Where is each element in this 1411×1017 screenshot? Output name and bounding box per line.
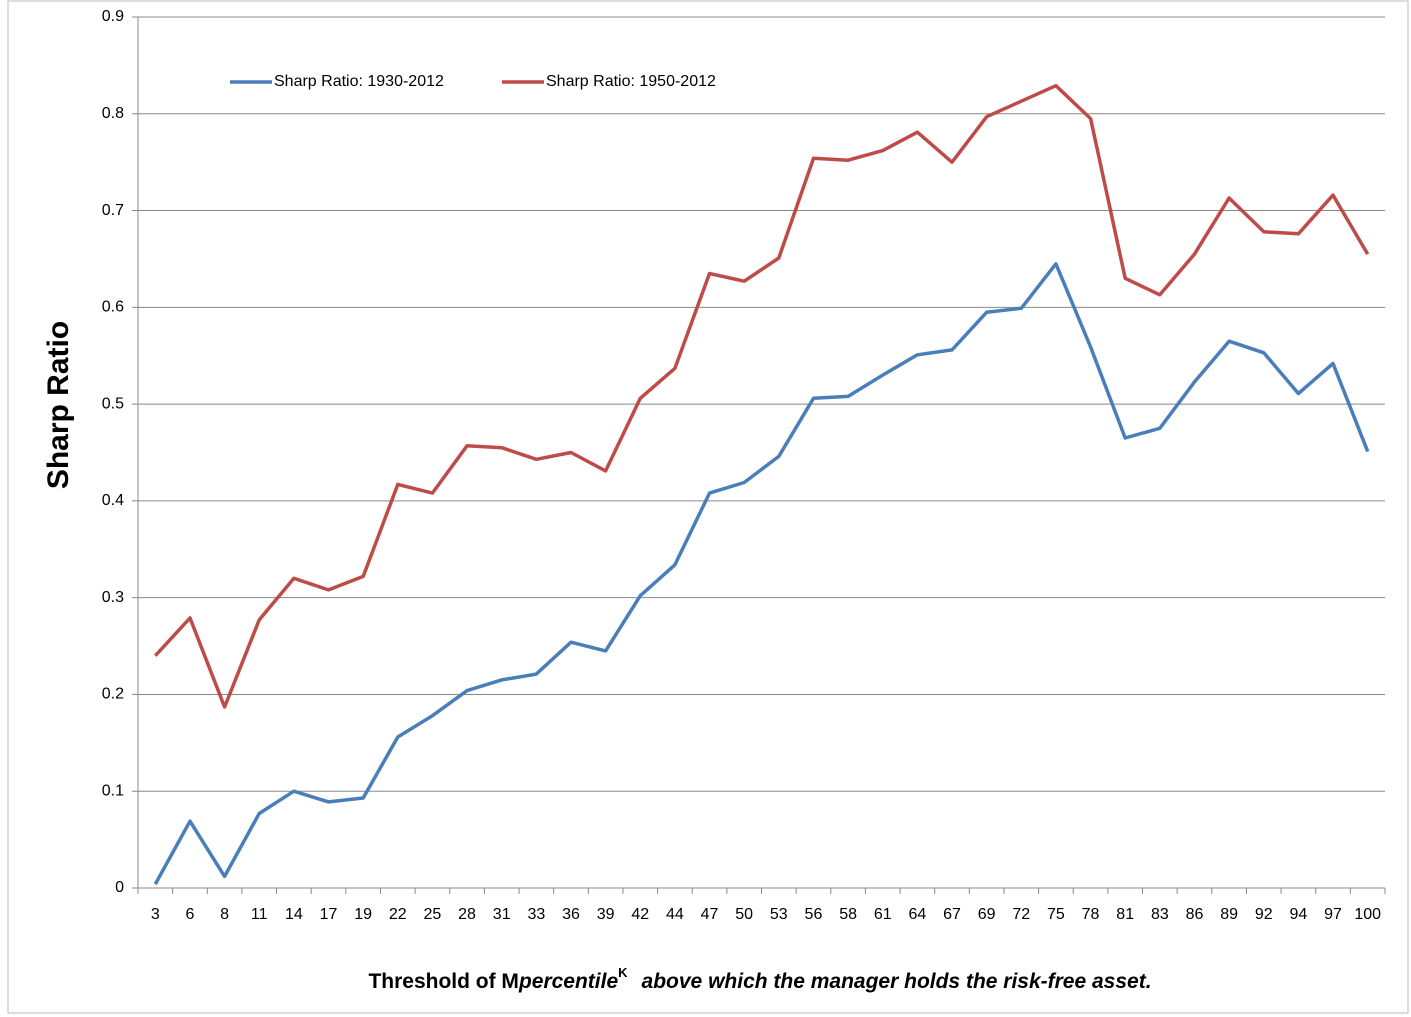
x-tick-label: 75 [1047, 906, 1065, 923]
x-tick-label: 36 [562, 906, 580, 923]
x-axis-title-part: percentile [518, 970, 619, 993]
x-tick-label: 22 [389, 906, 407, 923]
x-tick-label: 86 [1186, 906, 1204, 923]
x-tick-label: 14 [285, 906, 303, 923]
x-tick-label: 58 [839, 906, 857, 923]
x-tick-label: 25 [424, 906, 442, 923]
x-tick-label: 97 [1324, 906, 1342, 923]
y-tick-label: 0.4 [102, 492, 124, 509]
y-tick-label: 0.2 [102, 686, 124, 703]
x-tick-label: 19 [354, 906, 372, 923]
x-tick-label: 3 [151, 906, 160, 923]
x-tick-label: 47 [701, 906, 719, 923]
x-tick-label: 11 [251, 906, 268, 923]
y-tick-label: 0.6 [102, 299, 124, 316]
y-tick-label: 0.9 [102, 8, 124, 25]
x-tick-label: 42 [631, 906, 649, 923]
x-tick-label: 92 [1255, 906, 1273, 923]
x-axis-title-part: above which the manager holds the risk-f… [642, 970, 1152, 993]
x-axis-title-part: K [618, 965, 628, 980]
x-tick-label: 28 [458, 906, 476, 923]
y-axis-title: Sharp Ratio [42, 321, 75, 489]
x-tick-label: 33 [527, 906, 545, 923]
x-tick-label: 64 [908, 906, 926, 923]
x-tick-label: 61 [874, 906, 892, 923]
series-line [153, 262, 1370, 885]
x-tick-label: 94 [1290, 906, 1308, 923]
y-tick-label: 0.1 [102, 782, 124, 799]
y-tick-label: 0.3 [102, 589, 124, 606]
x-tick-label: 69 [978, 906, 996, 923]
x-tick-label: 67 [943, 906, 961, 923]
x-tick-label: 89 [1220, 906, 1238, 923]
y-tick-label: 0.7 [102, 202, 124, 219]
x-tick-label: 100 [1354, 906, 1381, 923]
x-tick-label: 44 [666, 906, 684, 923]
chart-border [7, 0, 1409, 1014]
legend-label: Sharp Ratio: 1950-2012 [546, 73, 716, 90]
y-tick-label: 0 [115, 879, 124, 896]
x-tick-label: 81 [1116, 906, 1134, 923]
x-tick-label: 6 [186, 906, 195, 923]
x-tick-label: 78 [1082, 906, 1100, 923]
legend-label: Sharp Ratio: 1930-2012 [274, 73, 444, 90]
y-tick-label: 0.8 [102, 105, 124, 122]
x-tick-label: 17 [320, 906, 338, 923]
series-line [154, 83, 1370, 709]
y-tick-label: 0.5 [102, 395, 124, 412]
x-tick-label: 56 [805, 906, 823, 923]
x-tick-label: 53 [770, 906, 788, 923]
x-axis-title: Threshold of MpercentileK above which the… [368, 965, 1151, 992]
x-tick-label: 50 [735, 906, 753, 923]
x-tick-label: 8 [220, 906, 229, 923]
x-axis-title-part: Threshold of M [368, 970, 519, 993]
x-tick-label: 39 [597, 906, 615, 923]
x-tick-label: 31 [493, 906, 511, 923]
x-tick-label: 72 [1012, 906, 1030, 923]
x-tick-label: 83 [1151, 906, 1169, 923]
